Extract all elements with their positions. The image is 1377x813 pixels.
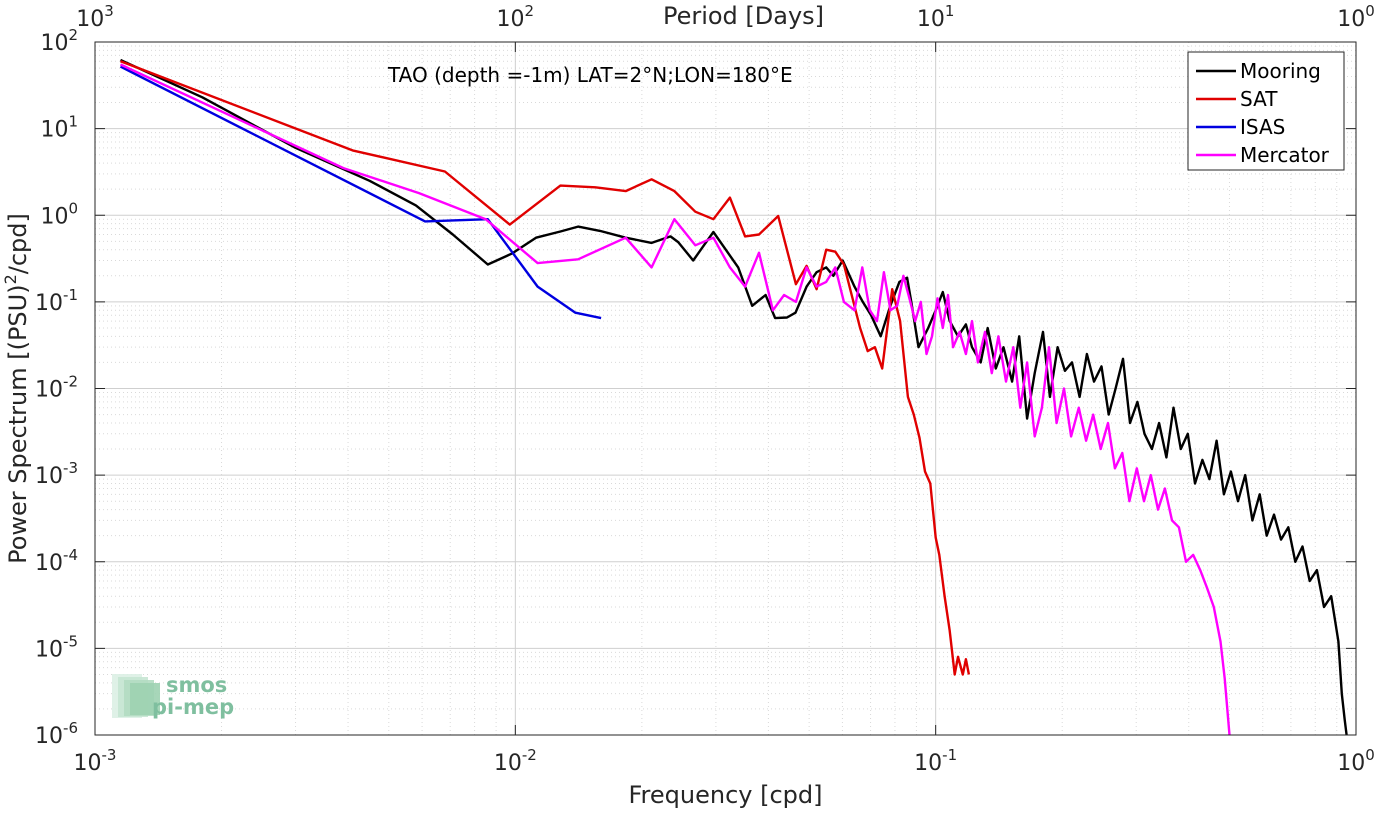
top-tick-label: 103 — [76, 2, 114, 32]
series-layer — [119, 58, 1348, 736]
y-axis-title: Power Spectrum [(PSU)2/cpd] — [1, 213, 32, 564]
y-axis-title-main: Power Spectrum [(PSU) — [4, 284, 32, 563]
y-axis-title-superscript: 2 — [1, 274, 20, 284]
y-tick-label-exponent: -2 — [63, 373, 78, 391]
y-tick-label-base: 10 — [35, 378, 63, 403]
x-tick-label: 10-1 — [914, 746, 957, 776]
y-tick-label-exponent: 0 — [68, 199, 78, 217]
series-line-sat — [120, 60, 971, 676]
x-tick-label: 10-2 — [494, 746, 537, 776]
y-tick-label: 100 — [40, 199, 78, 229]
y-tick-label-exponent: 2 — [68, 26, 78, 44]
x-tick-label-exponent: 0 — [1365, 746, 1375, 764]
top-tick-label: 101 — [917, 2, 955, 32]
x-tick-label-exponent: -1 — [942, 746, 957, 764]
y-tick-label-base: 10 — [40, 118, 68, 143]
x-tick-label-base: 10 — [914, 751, 942, 776]
x-tick-label: 100 — [1337, 746, 1375, 776]
legend-label-sat: SAT — [1240, 87, 1278, 111]
x-tick-label-base: 10 — [74, 751, 102, 776]
x-tick-label-exponent: -2 — [522, 746, 537, 764]
top-tick-label-exponent: 0 — [1365, 2, 1375, 20]
top-tick-label-base: 10 — [917, 7, 945, 32]
logo-layer-shape — [130, 683, 160, 715]
y-tick-label-base: 10 — [35, 724, 63, 749]
top-tick-label: 100 — [1337, 2, 1375, 32]
y-tick-label: 10-2 — [35, 373, 78, 403]
series-line-isas — [119, 65, 602, 320]
y-tick-label-exponent: 1 — [68, 113, 78, 131]
x-axis-title: Frequency [cpd] — [628, 781, 822, 809]
y-tick-label: 10-4 — [35, 546, 78, 576]
y-tick-label: 10-3 — [35, 459, 78, 489]
top-tick-label-exponent: 1 — [945, 2, 955, 20]
y-tick-label-exponent: -1 — [63, 286, 78, 304]
y-tick-label-base: 10 — [35, 551, 63, 576]
logo-text-line1: smos — [166, 673, 227, 697]
legend-label-isas: ISAS — [1240, 115, 1285, 139]
series-line-mercator — [119, 63, 1231, 736]
legend-label-mercator: Mercator — [1240, 143, 1330, 167]
y-tick-label: 10-5 — [35, 632, 78, 662]
x-tick-label: 10-3 — [74, 746, 117, 776]
x-tick-labels: 10-3 10-2 10-1 100 — [74, 746, 1375, 776]
series-line-mooring — [120, 58, 1348, 736]
top-tick-label-exponent: 3 — [104, 2, 114, 20]
station-annotation: TAO (depth =-1m) LAT=2°N;LON=180°E — [387, 63, 793, 87]
top-tick-labels: 103 102 101 100 — [76, 2, 1375, 32]
y-tick-label-base: 10 — [35, 637, 63, 662]
x-tick-label-base: 10 — [494, 751, 522, 776]
grid-major — [94, 41, 1357, 736]
y-tick-label-exponent: -5 — [63, 632, 78, 650]
y-tick-label: 101 — [40, 113, 78, 143]
y-tick-label-base: 10 — [35, 291, 63, 316]
x-tick-label-exponent: -3 — [102, 746, 117, 764]
y-tick-label-exponent: -4 — [63, 546, 78, 564]
y-tick-label: 10-1 — [35, 286, 78, 316]
legend: Mooring SAT ISAS Mercator — [1187, 51, 1345, 171]
y-tick-label: 102 — [40, 26, 78, 56]
y-tick-label-exponent: -3 — [63, 459, 78, 477]
y-tick-label-exponent: -6 — [63, 719, 78, 737]
y-tick-label-base: 10 — [40, 204, 68, 229]
top-tick-label: 102 — [497, 2, 535, 32]
y-tick-label-base: 10 — [40, 31, 68, 56]
top-tick-label-exponent: 2 — [525, 2, 535, 20]
y-tick-label-base: 10 — [35, 464, 63, 489]
tick-marks — [94, 41, 1357, 736]
y-axis-title-tail: /cpd] — [4, 213, 32, 274]
y-tick-label: 10-6 — [35, 719, 78, 749]
top-tick-label-base: 10 — [76, 7, 104, 32]
x-tick-label-base: 10 — [1337, 751, 1365, 776]
top-tick-label-base: 10 — [1337, 7, 1365, 32]
top-tick-label-base: 10 — [497, 7, 525, 32]
top-axis-title: Period [Days] — [663, 2, 824, 30]
logo-text-line2: pi-mep — [152, 695, 234, 719]
legend-label-mooring: Mooring — [1240, 59, 1321, 83]
